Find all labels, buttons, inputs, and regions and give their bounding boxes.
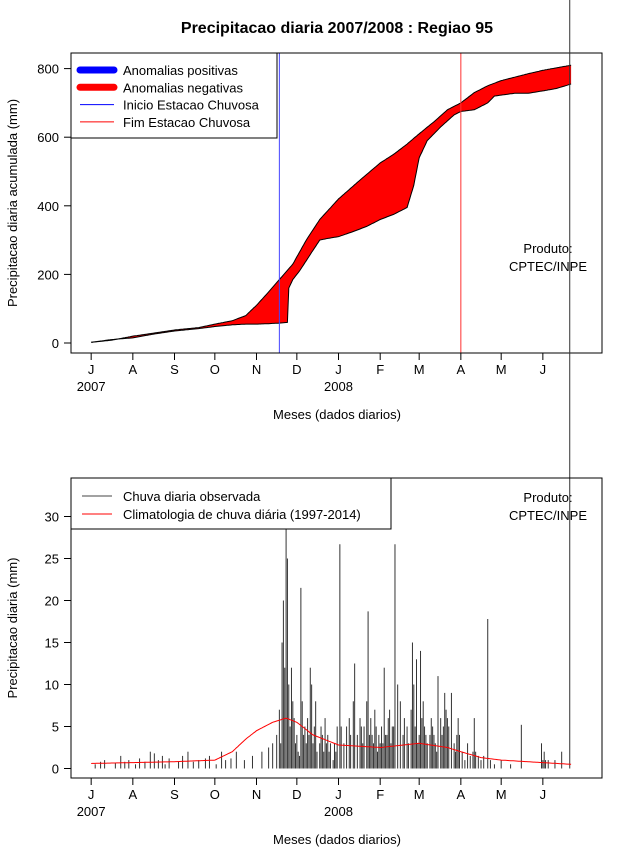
month-tick-label: A	[129, 362, 138, 377]
month-tick-label: D	[292, 787, 301, 802]
legend-label: Fim Estacao Chuvosa	[123, 115, 251, 130]
climatology-cumulative-line	[91, 64, 572, 343]
cumulative-lines	[91, 64, 572, 343]
month-tick-label: J	[540, 362, 547, 377]
y-tick-label: 5	[52, 720, 59, 735]
y-tick-label: 600	[37, 130, 59, 145]
year-label: 2008	[324, 804, 353, 819]
legend-label: Chuva diaria observada	[123, 489, 261, 504]
month-tick-label: J	[335, 362, 342, 377]
month-tick-label: S	[170, 787, 179, 802]
x-axis-label: Meses (dados diarios)	[273, 832, 401, 847]
month-tick-label: N	[252, 362, 261, 377]
y-axis: 0 200 400 600 800	[37, 62, 72, 351]
y-axis-label: Precipitacao diaria acumulada (mm)	[5, 99, 20, 307]
daily-bars	[94, 0, 571, 769]
x-axis-label: Meses (dados diarios)	[273, 407, 401, 422]
legend-label: Anomalias positivas	[123, 63, 238, 78]
month-tick-label: O	[210, 362, 220, 377]
month-tick-label: M	[496, 787, 507, 802]
chart-title: Precipitacao diaria 2007/2008 : Regiao 9…	[181, 20, 493, 37]
legend: Anomalias positivas Anomalias negativas In…	[70, 52, 278, 139]
month-tick-label: S	[170, 362, 179, 377]
product-source: CPTEC/INPE	[509, 259, 587, 274]
y-tick-label: 25	[45, 552, 59, 567]
y-tick-label: 15	[45, 636, 59, 651]
y-tick-label: 0	[52, 762, 59, 777]
y-tick-label: 30	[45, 510, 59, 525]
y-tick-label: 20	[45, 594, 59, 609]
y-tick-label: 800	[37, 62, 59, 77]
month-tick-label: M	[496, 362, 507, 377]
y-axis-label: Precipitacao diaria (mm)	[5, 558, 20, 699]
year-label: 2007	[77, 379, 106, 394]
climatology-daily-line	[91, 717, 572, 765]
climatology-line	[91, 717, 572, 765]
y-tick-label: 200	[37, 267, 59, 282]
daily-chart: 0 5 10 15 20 25 30 J A S O N D J F M A M J 2007 2008 Precip…	[5, 0, 603, 847]
month-tick-label: F	[376, 787, 384, 802]
month-tick-label: J	[335, 787, 342, 802]
observed-cumulative-line	[91, 83, 572, 343]
legend-box	[70, 477, 392, 530]
month-tick-label: F	[376, 362, 384, 377]
x-axis: J A S O N D J F M A M J 2007 2008	[77, 352, 547, 394]
year-label: 2007	[77, 804, 106, 819]
legend-label: Climatologia de chuva diária (1997-2014)	[123, 507, 361, 522]
y-tick-label: 0	[52, 336, 59, 351]
cumulative-chart: Precipitacao diaria 2007/2008 : Regiao 9…	[5, 20, 603, 422]
legend-label: Anomalias negativas	[123, 80, 243, 95]
month-tick-label: D	[292, 362, 301, 377]
product-source: CPTEC/INPE	[509, 508, 587, 523]
season-lines	[278, 53, 462, 353]
month-tick-label: J	[88, 362, 95, 377]
year-label: 2008	[324, 379, 353, 394]
month-tick-label: M	[414, 362, 425, 377]
month-tick-label: J	[88, 787, 95, 802]
month-tick-label: A	[129, 787, 138, 802]
y-tick-label: 400	[37, 199, 59, 214]
month-tick-label: J	[540, 787, 547, 802]
legend-label: Inicio Estacao Chuvosa	[123, 98, 260, 113]
month-tick-label: O	[210, 787, 220, 802]
month-tick-label: A	[457, 362, 466, 377]
x-axis: J A S O N D J F M A M J 2007 2008	[77, 777, 547, 819]
month-tick-label: M	[414, 787, 425, 802]
month-tick-label: A	[457, 787, 466, 802]
y-tick-label: 10	[45, 678, 59, 693]
product-label: Produto:	[523, 241, 572, 256]
product-label: Produto:	[523, 490, 572, 505]
y-axis: 0 5 10 15 20 25 30	[45, 510, 72, 777]
month-tick-label: N	[252, 787, 261, 802]
legend: Chuva diaria observada Climatologia de ch…	[70, 477, 392, 530]
